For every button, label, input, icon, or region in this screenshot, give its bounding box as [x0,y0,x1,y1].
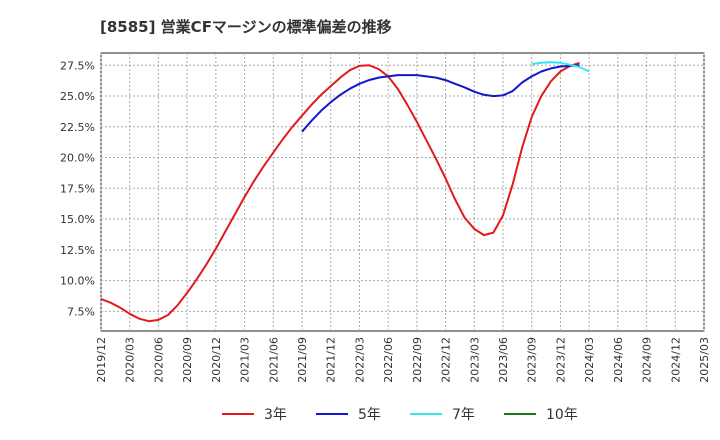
y-tick-label: 7.5% [67,305,95,318]
y-axis: 7.5% 10.0% 12.5% 15.0% 17.5% 20.0% 22.5% 25.0% 2… [60,59,95,318]
x-tick-label: 2020/06 [152,337,165,383]
y-tick-label: 25.0% [60,90,95,103]
x-tick-label: 2021/03 [239,337,252,383]
x-tick-label: 2023/09 [526,337,539,383]
x-tick-label: 2024/03 [583,337,596,383]
x-tick-label: 2022/09 [411,337,424,383]
plot-area [100,52,705,332]
y-tick-label: 27.5% [60,59,95,72]
x-tick-label: 2022/03 [353,337,366,383]
y-tick-label: 12.5% [60,244,95,257]
x-tick-label: 2022/06 [382,337,395,383]
x-tick-label: 2019/12 [95,337,108,383]
x-tick-label: 2023/06 [497,337,510,383]
legend-label: 3年 [264,407,287,423]
legend-label: 7年 [452,407,475,423]
legend: 3年 5年 7年 10年 [222,407,578,423]
chart-title: [8585] 営業CFマージンの標準偏差の推移 [100,18,392,36]
x-tick-label: 2021/09 [296,337,309,383]
series-line-3年 [100,61,580,323]
x-tick-label: 2020/03 [124,337,137,383]
x-tick-label: 2023/12 [554,337,567,383]
x-tick-label: 2024/06 [612,337,625,383]
legend-label: 10年 [546,407,578,423]
y-tick-label: 17.5% [60,182,95,195]
x-tick-label: 2024/12 [669,337,682,383]
x-tick-label: 2020/09 [181,337,194,383]
x-axis: 2019/12 2020/03 2020/06 2020/09 2020/12 2021/… [95,337,711,383]
series-lines [100,61,590,323]
y-tick-label: 15.0% [60,213,95,226]
y-tick-label: 10.0% [60,275,95,288]
x-tick-label: 2022/12 [440,337,453,383]
y-tick-label: 20.0% [60,152,95,165]
x-tick-label: 2020/12 [210,337,223,383]
series-line-7年 [531,61,590,73]
legend-label: 5年 [358,407,381,423]
x-tick-label: 2025/03 [698,337,711,383]
y-tick-label: 22.5% [60,121,95,134]
series-line-5年 [301,64,580,133]
x-tick-label: 2021/12 [325,337,338,383]
x-tick-label: 2021/06 [267,337,280,383]
x-tick-label: 2023/03 [468,337,481,383]
x-tick-label: 2024/09 [641,337,654,383]
